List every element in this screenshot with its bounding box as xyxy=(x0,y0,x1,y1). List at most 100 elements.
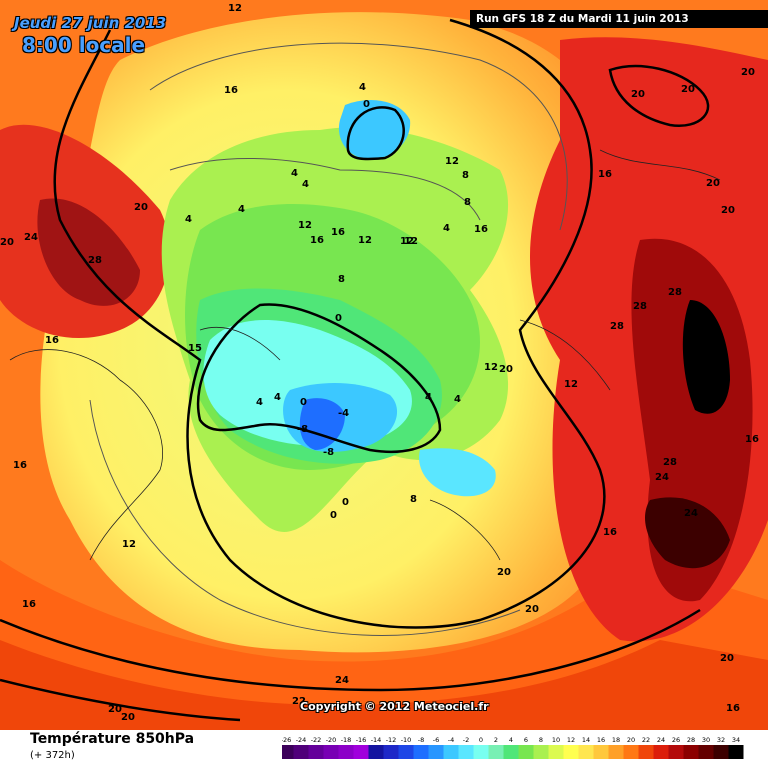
map-label: 28 xyxy=(633,301,647,312)
legend-swatch xyxy=(518,745,534,759)
legend-swatch xyxy=(713,745,729,759)
legend-tick-label: -6 xyxy=(433,736,439,744)
legend-tick-label: -12 xyxy=(386,736,397,744)
legend-swatch xyxy=(638,745,654,759)
map-label: 16 xyxy=(310,235,324,246)
kamchatka-cold xyxy=(338,100,411,160)
south-hot-band xyxy=(0,640,768,730)
legend-tick-label: 30 xyxy=(702,736,710,744)
scandinavia-cold xyxy=(419,448,496,497)
legend-tick-label: 18 xyxy=(612,736,620,744)
map-label: 0 xyxy=(335,313,342,324)
legend-swatch xyxy=(623,745,639,759)
model-run-label: Run GFS 18 Z du Mardi 11 juin 2013 xyxy=(470,10,768,28)
parameter-title: Température 850hPa xyxy=(30,731,195,747)
map-labels: 12 16 20 24 28 20 16 12 16 15 4 0 4 4 12… xyxy=(0,3,759,723)
legend-swatch xyxy=(353,745,369,759)
legend-tick-label: -24 xyxy=(296,736,307,744)
legend-tick-label: 14 xyxy=(582,736,590,744)
isotherm-16 xyxy=(89,399,521,636)
map-label: 4 xyxy=(274,392,281,403)
asia-hot-spot xyxy=(682,300,730,414)
contour-0-pacific xyxy=(346,106,405,161)
legend-swatch xyxy=(458,745,474,759)
map-label: 20 xyxy=(706,178,720,189)
map-label: 0 xyxy=(300,397,307,408)
map-label: 4 xyxy=(185,214,192,225)
isotherm-12 xyxy=(149,42,568,231)
map-label: 24 xyxy=(335,675,349,686)
legend-tick-label: -20 xyxy=(326,736,337,744)
map-label: 20 xyxy=(720,653,734,664)
legend-swatch xyxy=(488,745,504,759)
map-label: 28 xyxy=(668,287,682,298)
legend-tick-label: 16 xyxy=(597,736,605,744)
map-label: 28 xyxy=(663,457,677,468)
map-label: 20 xyxy=(108,704,122,715)
legend-swatch xyxy=(668,745,684,759)
legend-swatch xyxy=(338,745,354,759)
map-label: 16 xyxy=(474,224,488,235)
map-label: 8 xyxy=(462,170,469,181)
legend-tick-label: 24 xyxy=(657,736,665,744)
legend-swatch xyxy=(308,745,324,759)
legend-swatch xyxy=(398,745,414,759)
map-label: 12 xyxy=(228,3,242,14)
map-label: 16 xyxy=(745,434,759,445)
legend-tick-label: -2 xyxy=(463,736,469,744)
legend-swatch xyxy=(608,745,624,759)
map-label: 20 xyxy=(499,364,513,375)
map-label: 20 xyxy=(721,205,735,216)
legend-swatch xyxy=(473,745,489,759)
arctic-deep-blue xyxy=(299,398,345,450)
map-label: 20 xyxy=(121,712,135,723)
map-label: 20 xyxy=(631,89,645,100)
map-label: 22 xyxy=(292,696,306,707)
map-label: 12 xyxy=(445,156,459,167)
legend-swatch xyxy=(413,745,429,759)
map-label: 20 xyxy=(525,604,539,615)
contour-24 xyxy=(0,608,701,692)
map-label: 0 xyxy=(363,99,370,110)
map-label: 16 xyxy=(598,169,612,180)
legend-tick-label: -26 xyxy=(282,736,291,744)
legend-tick-label: -4 xyxy=(448,736,454,744)
legend-swatch xyxy=(323,745,339,759)
legend-swatch xyxy=(383,745,399,759)
map-label: 12 xyxy=(400,236,414,247)
legend-swatch xyxy=(368,745,384,759)
legend-swatch xyxy=(683,745,699,759)
legend-tick-label: -18 xyxy=(341,736,352,744)
legend-tick-label: -14 xyxy=(371,736,382,744)
map-label: 24 xyxy=(24,232,38,243)
forecast-date: Jeudi 27 juin 2013 xyxy=(14,14,167,32)
legend-swatch xyxy=(578,745,594,759)
map-svg: 12 16 20 24 28 20 16 12 16 15 4 0 4 4 12… xyxy=(0,0,768,730)
map-label: 4 xyxy=(359,82,366,93)
map-label: 12 xyxy=(358,235,372,246)
legend-swatch xyxy=(548,745,564,759)
temperature-map: 12 16 20 24 28 20 16 12 16 15 4 0 4 4 12… xyxy=(0,0,768,730)
legend-tick-label: 2 xyxy=(494,736,498,744)
map-label: 24 xyxy=(684,508,698,519)
contour-0 xyxy=(196,303,442,454)
legend-swatch xyxy=(728,745,744,759)
south-asia-core xyxy=(645,497,730,569)
map-label: 28 xyxy=(610,321,624,332)
map-label: 8 xyxy=(410,494,417,505)
map-label: 16 xyxy=(224,85,238,96)
legend-tick-label: 22 xyxy=(642,736,650,744)
legend-swatch xyxy=(428,745,444,759)
forecast-time: 8:00 locale xyxy=(22,33,146,57)
map-label: 4 xyxy=(302,179,309,190)
legend-tick-label: -16 xyxy=(356,736,367,744)
map-label: -4 xyxy=(338,408,349,419)
map-label: 12 xyxy=(404,236,418,247)
map-label: 20 xyxy=(497,567,511,578)
map-label: 12 xyxy=(122,539,136,550)
map-label: 8 xyxy=(464,197,471,208)
legend-tick-label: 6 xyxy=(524,736,528,744)
map-label: 12 xyxy=(484,362,498,373)
legend-tick-label: 12 xyxy=(567,736,575,744)
legend-tick-label: 0 xyxy=(479,736,483,744)
